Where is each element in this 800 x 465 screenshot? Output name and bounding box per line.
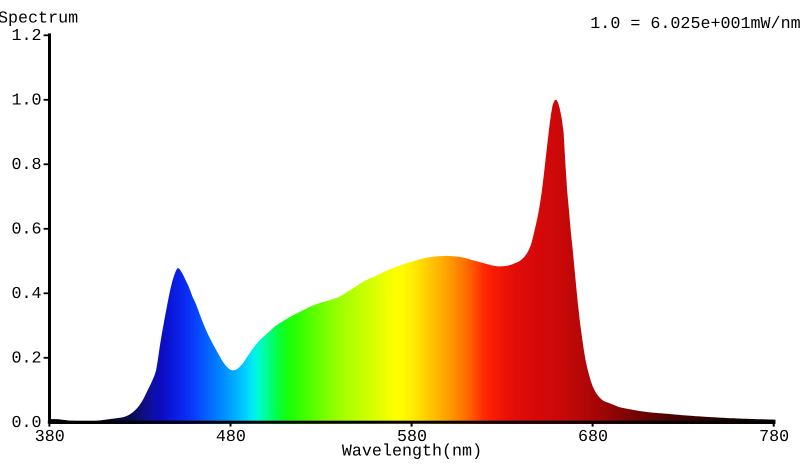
svg-text:580: 580 <box>397 428 427 447</box>
svg-text:0.2: 0.2 <box>11 350 41 369</box>
svg-text:Spectrum: Spectrum <box>0 10 78 29</box>
svg-text:1.0 = 6.025e+001mW/nm: 1.0 = 6.025e+001mW/nm <box>590 15 800 34</box>
svg-text:480: 480 <box>216 428 246 447</box>
svg-text:0.8: 0.8 <box>11 156 41 175</box>
svg-text:0.6: 0.6 <box>11 221 41 240</box>
svg-text:1.2: 1.2 <box>11 27 41 46</box>
svg-text:0.0: 0.0 <box>11 414 41 433</box>
svg-text:Wavelength(nm): Wavelength(nm) <box>342 443 482 462</box>
svg-text:1.0: 1.0 <box>11 92 41 111</box>
svg-text:680: 680 <box>578 428 608 447</box>
svg-text:780: 780 <box>759 428 789 447</box>
svg-text:0.4: 0.4 <box>11 285 41 304</box>
svg-text:380: 380 <box>35 428 65 447</box>
